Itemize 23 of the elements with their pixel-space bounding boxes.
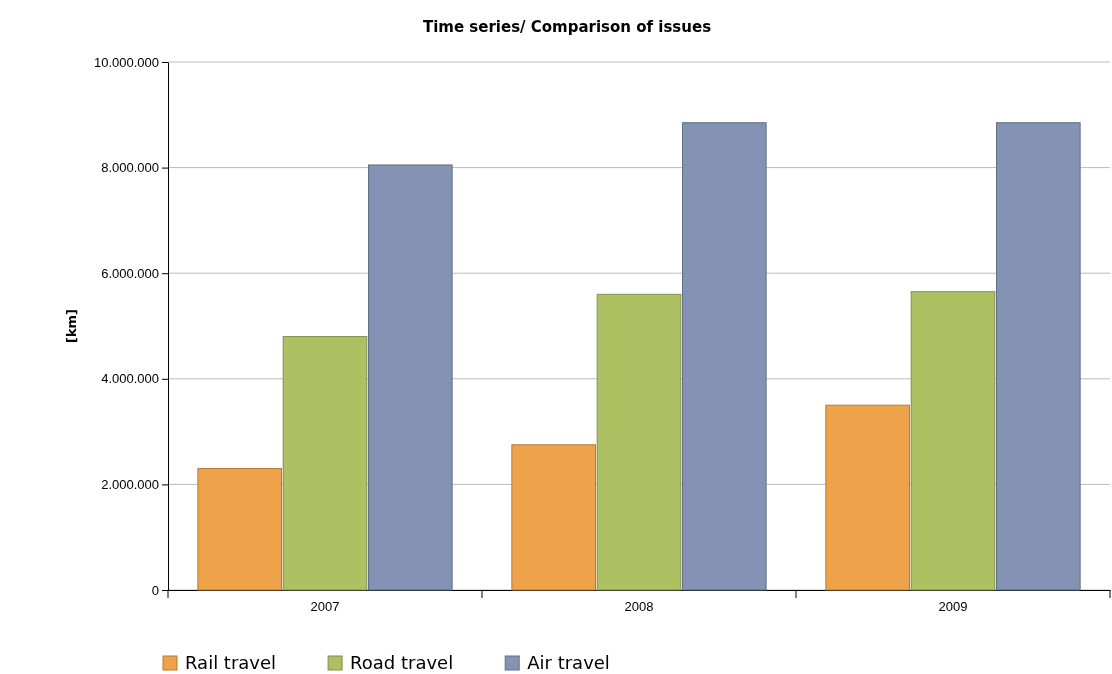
- chart-title: Time series/ Comparison of issues: [422, 18, 712, 36]
- bar: [996, 122, 1081, 591]
- legend-label: Road travel: [350, 652, 454, 673]
- bar: [682, 122, 767, 591]
- y-axis-title: [km]: [64, 308, 79, 344]
- y-tick-label: 10.000.000: [93, 54, 159, 70]
- x-tick-label: 2008: [624, 599, 654, 615]
- y-tick-label: 6.000.000: [101, 265, 159, 281]
- bar: [511, 444, 596, 591]
- y-tick-label: 4.000.000: [101, 371, 159, 387]
- bar: [596, 293, 682, 591]
- legend-label: Rail travel: [185, 652, 277, 673]
- bar: [910, 291, 996, 591]
- legend-label: Air travel: [527, 652, 610, 673]
- x-tick-label: 2007: [310, 599, 340, 615]
- bar: [825, 404, 910, 591]
- x-tick-label: 2009: [938, 599, 968, 615]
- y-tick-label: 8.000.000: [101, 160, 159, 176]
- y-tick-label: 2.000.000: [101, 477, 159, 493]
- bar: [282, 336, 368, 591]
- y-tick-label: 0: [151, 582, 159, 598]
- bar: [368, 164, 453, 591]
- bar: [197, 468, 282, 591]
